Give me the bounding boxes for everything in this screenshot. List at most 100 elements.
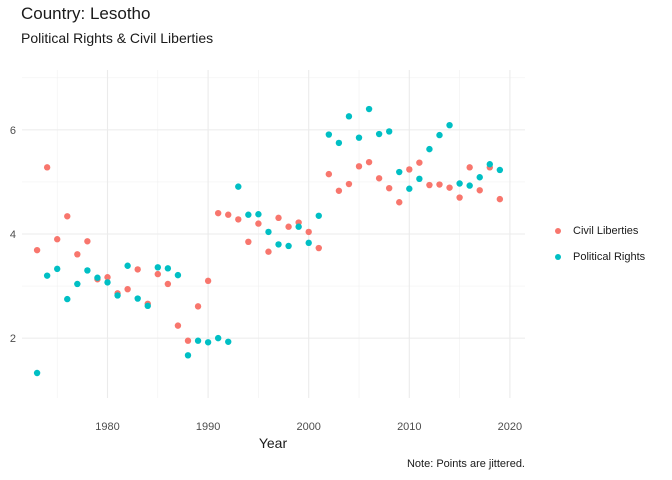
x-tick-label: 2000 (296, 421, 320, 433)
point-political-rights (154, 264, 162, 271)
point-political-rights (43, 272, 51, 279)
point-political-rights (245, 211, 252, 218)
point-civil-liberties (355, 163, 363, 170)
point-civil-liberties (184, 337, 192, 344)
point-civil-liberties (84, 238, 91, 245)
point-civil-liberties (466, 164, 473, 171)
point-political-rights (446, 121, 453, 129)
point-political-rights (64, 295, 71, 303)
point-civil-liberties (325, 170, 333, 178)
point-political-rights (285, 242, 292, 250)
point-political-rights (94, 274, 101, 281)
point-civil-liberties (476, 187, 483, 194)
y-tick-label: 2 (10, 333, 16, 345)
point-civil-liberties (436, 181, 443, 188)
point-civil-liberties (154, 270, 162, 278)
point-civil-liberties (235, 216, 242, 223)
point-political-rights (164, 265, 172, 272)
point-political-rights (265, 228, 272, 236)
point-civil-liberties (406, 166, 413, 173)
chart-caption: Note: Points are jittered. (406, 458, 525, 470)
point-civil-liberties (225, 211, 232, 218)
point-civil-liberties (385, 184, 393, 192)
point-political-rights (204, 339, 212, 346)
point-political-rights (325, 131, 333, 138)
legend-key-civil-liberties (555, 228, 561, 234)
point-civil-liberties (396, 199, 403, 206)
point-political-rights (416, 175, 423, 183)
point-civil-liberties (496, 195, 504, 203)
point-political-rights (114, 292, 121, 299)
legend-key-political-rights (555, 254, 561, 260)
point-political-rights (496, 166, 504, 174)
point-political-rights (74, 280, 81, 288)
point-civil-liberties (194, 303, 202, 310)
point-political-rights (275, 241, 282, 248)
point-political-rights (295, 223, 302, 230)
legend-item-civil-liberties: Civil Liberties (551, 218, 645, 244)
point-civil-liberties (285, 223, 292, 230)
x-tick-label: 1990 (196, 421, 220, 433)
point-civil-liberties (315, 244, 322, 252)
point-civil-liberties (345, 180, 353, 188)
point-political-rights (335, 139, 343, 147)
major-gridlines (22, 70, 525, 398)
point-civil-liberties (74, 251, 81, 258)
point-political-rights (144, 302, 151, 310)
y-tick-label: 6 (10, 125, 16, 137)
y-tick-label: 4 (10, 229, 16, 241)
legend-label-civil-liberties: Civil Liberties (573, 225, 639, 237)
point-civil-liberties (456, 194, 463, 201)
point-political-rights (396, 168, 403, 176)
point-political-rights (375, 130, 383, 138)
point-political-rights (466, 182, 473, 189)
x-axis-label: Year (259, 435, 288, 451)
legend-label-political-rights: Political Rights (573, 251, 646, 263)
point-political-rights (54, 265, 61, 273)
point-civil-liberties (335, 187, 343, 194)
point-civil-liberties (54, 236, 61, 243)
point-civil-liberties (265, 248, 272, 255)
point-political-rights (456, 180, 463, 187)
point-political-rights (426, 145, 433, 153)
point-political-rights (235, 183, 242, 190)
point-civil-liberties (174, 322, 182, 329)
point-political-rights (486, 161, 493, 168)
point-political-rights (174, 271, 182, 279)
point-civil-liberties (134, 266, 141, 273)
point-political-rights (134, 295, 141, 302)
point-civil-liberties (426, 181, 433, 189)
point-civil-liberties (305, 228, 312, 236)
point-political-rights (104, 279, 111, 286)
point-civil-liberties (124, 285, 131, 293)
legend-item-political-rights: Political Rights (551, 244, 645, 270)
x-axis-ticks: 1980 1990 2000 2010 2020 (95, 421, 522, 433)
point-civil-liberties (446, 184, 453, 191)
point-civil-liberties (275, 214, 282, 222)
point-political-rights (124, 262, 131, 269)
point-civil-liberties (64, 213, 71, 220)
data-points (33, 105, 504, 377)
point-political-rights (225, 338, 232, 345)
y-axis-ticks: 2 4 6 (10, 125, 16, 345)
x-tick-label: 2010 (397, 421, 421, 433)
point-civil-liberties (416, 159, 423, 166)
point-civil-liberties (164, 280, 172, 288)
point-civil-liberties (375, 175, 383, 182)
point-civil-liberties (255, 220, 262, 227)
point-political-rights (194, 337, 202, 344)
point-political-rights (255, 211, 262, 218)
point-political-rights (184, 352, 192, 359)
point-political-rights (476, 174, 483, 181)
point-civil-liberties (245, 238, 252, 246)
chart-subtitle: Political Rights & Civil Liberties (21, 30, 214, 46)
point-political-rights (345, 113, 353, 120)
point-political-rights (355, 134, 363, 141)
x-tick-label: 2020 (498, 421, 522, 433)
point-political-rights (365, 105, 373, 113)
point-civil-liberties (33, 246, 41, 254)
legend: Civil Liberties Political Rights (551, 218, 645, 270)
point-political-rights (406, 185, 413, 192)
point-political-rights (436, 131, 443, 139)
